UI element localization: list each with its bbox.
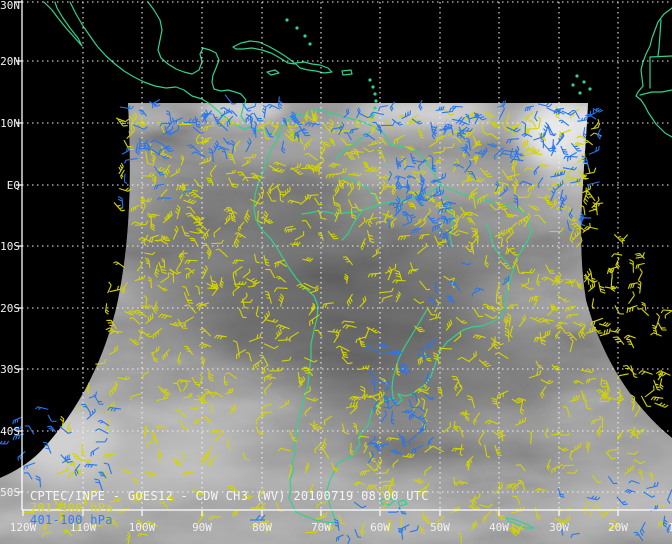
lat-label-10N: 10N (0, 117, 20, 130)
island-dot (373, 92, 377, 96)
cloud-blob (210, 477, 450, 544)
coastline-path (232, 40, 296, 65)
coastline-path (635, 7, 672, 138)
lat-label-20S: 20S (0, 302, 20, 315)
coastline-path (147, 1, 247, 123)
wind-barb-cluster-high (557, 475, 672, 542)
cloud-blob (330, 160, 450, 240)
lon-label-10W: 10W (668, 521, 672, 534)
coastline-path (343, 177, 382, 205)
coastline-path (301, 185, 441, 215)
island-dot (368, 78, 372, 82)
lat-label-30S: 30S (0, 363, 20, 376)
wind-barb-cluster-high (427, 262, 510, 308)
island-dot (308, 42, 312, 46)
island-dot (571, 83, 575, 87)
coastline-path (505, 517, 535, 529)
lon-label-40W: 40W (489, 521, 509, 534)
island-dot (303, 34, 307, 38)
island-dot (285, 18, 289, 22)
island-dot (371, 113, 375, 117)
lat-label-EQ: EQ (7, 179, 20, 192)
lat-label-40S: 40S (0, 425, 20, 438)
wind-barb-cluster-high (386, 152, 457, 247)
latitude-labels: 30N 20N 10N EQ 10S 20S 30S 40S 50S (0, 0, 20, 499)
coastline-path (341, 69, 353, 76)
coastline-path (341, 209, 364, 241)
wind-barb-cluster-mid (23, 465, 667, 544)
coastline-path (253, 109, 532, 524)
wind-barb-cluster-high (464, 147, 544, 209)
wind-barb-cluster-high (358, 337, 437, 464)
graticule-gridlines (22, 1, 672, 510)
wind-barb-cluster-mid (599, 301, 672, 417)
axis-frame (21, 0, 672, 511)
wind-barb-cluster-high (0, 391, 122, 491)
lon-label-100W: 100W (129, 521, 156, 534)
coastline-path (485, 223, 510, 266)
wind-barb-cluster-high (435, 100, 590, 169)
lat-label-50S: 50S (0, 486, 20, 499)
wind-barb-cluster-mid (144, 199, 519, 313)
lon-label-30W: 30W (549, 521, 569, 534)
legend-sample-barb-mid (250, 502, 266, 509)
island-dot (582, 80, 586, 84)
coastline-path (69, 1, 280, 138)
wind-barb-cluster-high (546, 107, 604, 232)
wind-barb-cluster-mid (499, 234, 645, 346)
legend-label-high: 401-100 hPa (30, 513, 113, 527)
lon-label-80W: 80W (252, 521, 272, 534)
coastline-path (445, 195, 453, 247)
coastline-path (639, 19, 672, 96)
lat-label-10S: 10S (0, 240, 20, 253)
legend-label-mid: 701-400 hPa (30, 501, 113, 515)
coastlines-layer (43, 1, 672, 529)
coastline-path (294, 61, 333, 74)
lat-label-30N: 30N (0, 0, 20, 12)
island-dot (575, 74, 579, 78)
longitude-labels: 120W 110W 100W 90W 80W 70W 60W 50W 40W 30W 20W 10W (10, 521, 672, 534)
wind-barb-cluster-mid (59, 382, 646, 482)
wind-barb-cluster-mid (107, 257, 166, 356)
island-dot (588, 87, 592, 91)
island-dot (371, 85, 375, 89)
cloud-blob (460, 310, 600, 390)
island-dot (374, 99, 378, 103)
wind-barb-cluster-high (117, 139, 193, 208)
lon-label-20W: 20W (608, 521, 628, 534)
lon-label-70W: 70W (311, 521, 331, 534)
coastline-path (266, 69, 280, 76)
axis-ticks (16, 1, 619, 516)
lon-label-110W: 110W (70, 521, 97, 534)
lon-label-50W: 50W (430, 521, 450, 534)
wind-barb-cluster-high (298, 99, 438, 141)
lat-label-20N: 20N (0, 55, 20, 68)
cloud-blob (420, 210, 540, 270)
wind-barbs-layer (0, 94, 672, 544)
island-dot (373, 106, 377, 110)
lon-label-90W: 90W (192, 521, 212, 534)
island-dot (578, 91, 582, 95)
coastline-path (335, 131, 371, 161)
cloud-blob (555, 425, 672, 535)
lon-label-60W: 60W (370, 521, 390, 534)
wind-barb-cluster-high (333, 501, 420, 544)
wind-barb-cluster-high (119, 94, 305, 163)
coastline-path (43, 1, 83, 47)
lon-label-120W: 120W (10, 521, 37, 534)
legend-sample-barb-high (250, 514, 266, 521)
island-dot (295, 26, 299, 30)
map-title: CPTEC/INPE - GOES12 - CDW CH3 (WV) 20100… (30, 489, 429, 503)
cloud-blob (190, 230, 490, 380)
